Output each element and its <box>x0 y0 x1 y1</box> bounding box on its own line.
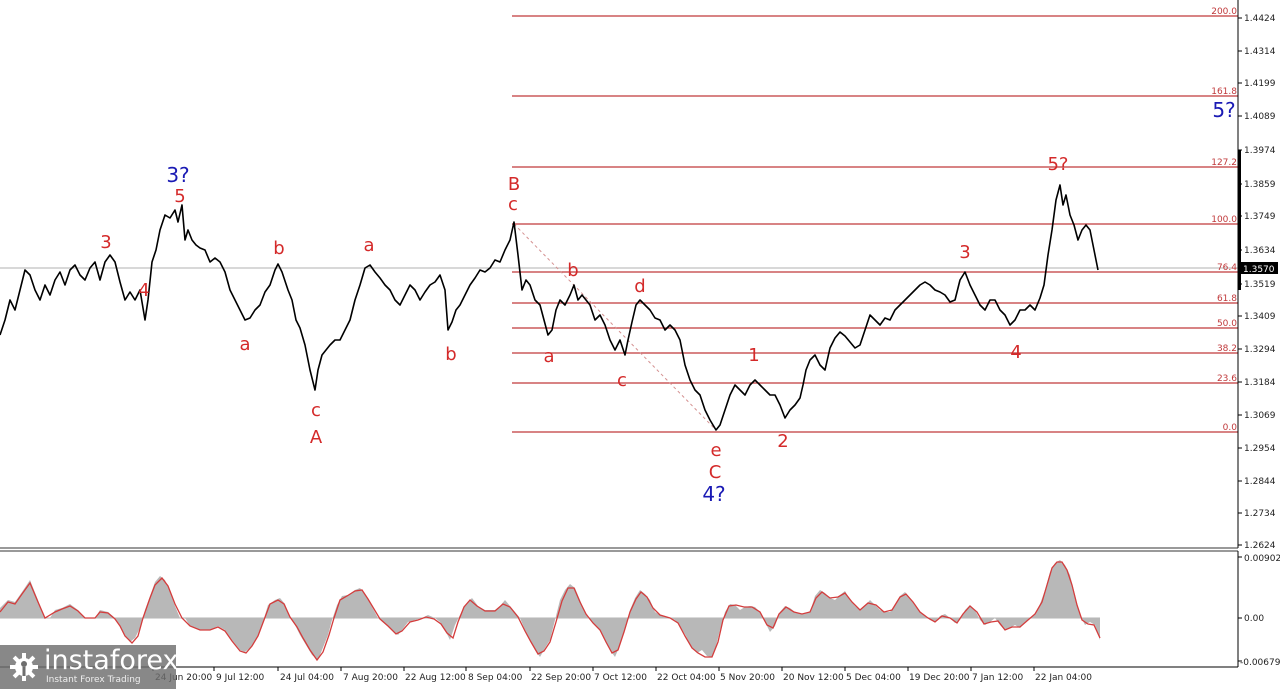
svg-text:1.3974: 1.3974 <box>1244 146 1276 156</box>
svg-text:1.2844: 1.2844 <box>1244 477 1276 487</box>
svg-text:7 Aug 20:00: 7 Aug 20:00 <box>343 673 398 683</box>
svg-text:7 Jan 12:00: 7 Jan 12:00 <box>972 673 1024 683</box>
wave-label: C <box>709 462 722 483</box>
wave-label: a <box>239 334 250 355</box>
wave-label: b <box>273 238 284 259</box>
wave-label: 2 <box>777 431 788 452</box>
svg-text:9 Jul 12:00: 9 Jul 12:00 <box>216 673 265 683</box>
svg-text:23.6: 23.6 <box>1217 374 1237 384</box>
price-series <box>0 184 1099 431</box>
svg-text:22 Aug 12:00: 22 Aug 12:00 <box>405 673 466 683</box>
svg-text:5 Nov 20:00: 5 Nov 20:00 <box>720 673 775 683</box>
svg-text:1.3634: 1.3634 <box>1244 246 1276 256</box>
wave-label: 3 <box>100 232 111 253</box>
wave-label: e <box>710 440 721 461</box>
svg-text:7 Oct 12:00: 7 Oct 12:00 <box>594 673 647 683</box>
logo-tagline: Instant Forex Trading <box>46 675 141 685</box>
wave-label: b <box>445 344 456 365</box>
svg-text:22 Jan 04:00: 22 Jan 04:00 <box>1035 673 1092 683</box>
svg-text:161.8: 161.8 <box>1211 87 1237 97</box>
svg-text:1.3749: 1.3749 <box>1244 212 1276 222</box>
oscillator-signal-line <box>0 561 1101 662</box>
svg-text:100.0: 100.0 <box>1211 215 1237 225</box>
trendline-dashed <box>513 223 717 431</box>
wave-labels: 3 4 5 3? a b c A a b c B a b c d e C 4? … <box>100 98 1235 506</box>
svg-text:20 Nov 12:00: 20 Nov 12:00 <box>783 673 844 683</box>
svg-text:1.4089: 1.4089 <box>1244 112 1276 122</box>
svg-text:1.2954: 1.2954 <box>1244 444 1276 454</box>
svg-text:1.3069: 1.3069 <box>1244 411 1276 421</box>
fibonacci-levels <box>512 15 1238 433</box>
svg-text:50.0: 50.0 <box>1217 319 1237 329</box>
wave-label: 4 <box>138 280 149 301</box>
svg-text:1.3184: 1.3184 <box>1244 378 1276 388</box>
current-price-badge <box>1240 262 1278 274</box>
svg-text:1.2734: 1.2734 <box>1244 509 1276 519</box>
wave-label-blue: 3? <box>166 163 189 187</box>
svg-text:24 Jul 04:00: 24 Jul 04:00 <box>280 673 334 683</box>
oscillator-axis-labels: 0.00902 0.00 -0.00679 <box>1238 554 1280 668</box>
wave-label: 3 <box>959 242 970 263</box>
wave-label: b <box>567 260 578 281</box>
svg-text:1.2624: 1.2624 <box>1244 541 1276 551</box>
svg-text:76.4: 76.4 <box>1217 263 1237 273</box>
svg-text:8 Sep 04:00: 8 Sep 04:00 <box>468 673 523 683</box>
svg-text:38.2: 38.2 <box>1217 344 1237 354</box>
time-axis-labels: 24 Jun 20:00 9 Jul 12:00 24 Jul 04:00 7 … <box>152 667 1092 683</box>
wave-label-blue: 4? <box>702 482 725 506</box>
svg-text:1.3859: 1.3859 <box>1244 180 1276 190</box>
logo-brand: instaforex <box>44 645 179 676</box>
svg-text:1.4424: 1.4424 <box>1244 14 1276 24</box>
instaforex-logo: instaforex Instant Forex Trading <box>0 645 179 689</box>
wave-label: 4 <box>1010 342 1021 363</box>
wave-label: A <box>310 427 323 448</box>
current-price-value: 1.3570 <box>1243 265 1275 275</box>
wave-label: c <box>617 370 627 391</box>
svg-text:61.8: 61.8 <box>1217 294 1237 304</box>
wave-label: a <box>543 346 554 367</box>
wave-label: a <box>363 235 374 256</box>
svg-text:1.3519: 1.3519 <box>1244 280 1276 290</box>
svg-text:0.00: 0.00 <box>1244 614 1264 624</box>
wave-label: 1 <box>748 345 759 366</box>
wave-label: c <box>508 194 518 215</box>
gear-logo-icon <box>10 653 38 681</box>
svg-text:5 Dec 04:00: 5 Dec 04:00 <box>846 673 901 683</box>
oscillator-pane <box>0 560 1101 662</box>
svg-text:24 Jun 20:00: 24 Jun 20:00 <box>155 673 212 683</box>
wave-label: B <box>508 174 520 195</box>
svg-text:-0.00679: -0.00679 <box>1240 658 1280 668</box>
wave-label: 5 <box>174 186 185 207</box>
wave-label: 5? <box>1047 154 1068 175</box>
svg-text:200.0: 200.0 <box>1211 7 1237 17</box>
price-axis-highlight <box>1238 150 1241 290</box>
wave-label: d <box>634 276 645 297</box>
svg-text:0.0: 0.0 <box>1223 423 1238 433</box>
wave-label: c <box>311 400 321 421</box>
wave-label-blue: 5? <box>1212 98 1235 122</box>
fibonacci-labels: 200.0 161.8 127.2 100.0 76.4 61.8 50.0 3… <box>1211 7 1237 433</box>
svg-text:0.00902: 0.00902 <box>1244 554 1280 564</box>
svg-text:1.3409: 1.3409 <box>1244 312 1276 322</box>
price-pane <box>0 0 1238 548</box>
svg-text:1.4199: 1.4199 <box>1244 79 1276 89</box>
svg-text:22 Oct 04:00: 22 Oct 04:00 <box>657 673 716 683</box>
svg-text:1.3294: 1.3294 <box>1244 345 1276 355</box>
svg-text:1.4314: 1.4314 <box>1244 47 1276 57</box>
svg-text:22 Sep 20:00: 22 Sep 20:00 <box>531 673 591 683</box>
price-axis-labels: 1.4424 1.4314 1.4199 1.4089 1.3974 1.385… <box>1238 14 1276 551</box>
svg-text:127.2: 127.2 <box>1211 158 1237 168</box>
svg-text:19 Dec 20:00: 19 Dec 20:00 <box>909 673 970 683</box>
